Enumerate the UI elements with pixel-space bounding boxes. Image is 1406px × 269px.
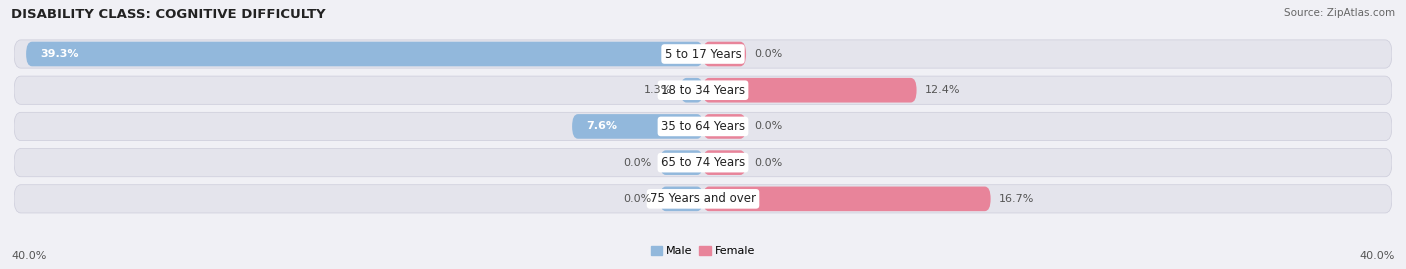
Text: 18 to 34 Years: 18 to 34 Years bbox=[661, 84, 745, 97]
Text: 35 to 64 Years: 35 to 64 Years bbox=[661, 120, 745, 133]
FancyBboxPatch shape bbox=[572, 114, 703, 139]
FancyBboxPatch shape bbox=[703, 42, 747, 66]
FancyBboxPatch shape bbox=[703, 78, 917, 102]
FancyBboxPatch shape bbox=[14, 185, 1392, 213]
Text: 16.7%: 16.7% bbox=[1000, 194, 1035, 204]
FancyBboxPatch shape bbox=[14, 76, 1392, 104]
FancyBboxPatch shape bbox=[703, 114, 747, 139]
Text: 5 to 17 Years: 5 to 17 Years bbox=[665, 48, 741, 61]
FancyBboxPatch shape bbox=[703, 186, 991, 211]
Text: 65 to 74 Years: 65 to 74 Years bbox=[661, 156, 745, 169]
FancyBboxPatch shape bbox=[703, 150, 747, 175]
Legend: Male, Female: Male, Female bbox=[647, 242, 759, 261]
FancyBboxPatch shape bbox=[659, 186, 703, 211]
FancyBboxPatch shape bbox=[659, 150, 703, 175]
Text: Source: ZipAtlas.com: Source: ZipAtlas.com bbox=[1284, 8, 1395, 18]
Text: 0.0%: 0.0% bbox=[755, 158, 783, 168]
FancyBboxPatch shape bbox=[681, 78, 703, 102]
Text: 75 Years and over: 75 Years and over bbox=[650, 192, 756, 205]
Text: DISABILITY CLASS: COGNITIVE DIFFICULTY: DISABILITY CLASS: COGNITIVE DIFFICULTY bbox=[11, 8, 326, 21]
Text: 0.0%: 0.0% bbox=[755, 49, 783, 59]
Text: 39.3%: 39.3% bbox=[39, 49, 79, 59]
FancyBboxPatch shape bbox=[14, 112, 1392, 140]
FancyBboxPatch shape bbox=[14, 148, 1392, 177]
Text: 0.0%: 0.0% bbox=[623, 194, 651, 204]
Text: 40.0%: 40.0% bbox=[11, 251, 46, 261]
Text: 40.0%: 40.0% bbox=[1360, 251, 1395, 261]
FancyBboxPatch shape bbox=[27, 42, 703, 66]
Text: 12.4%: 12.4% bbox=[925, 85, 960, 95]
Text: 7.6%: 7.6% bbox=[586, 121, 617, 132]
FancyBboxPatch shape bbox=[14, 40, 1392, 68]
Text: 0.0%: 0.0% bbox=[755, 121, 783, 132]
Text: 0.0%: 0.0% bbox=[623, 158, 651, 168]
Text: 1.3%: 1.3% bbox=[644, 85, 672, 95]
